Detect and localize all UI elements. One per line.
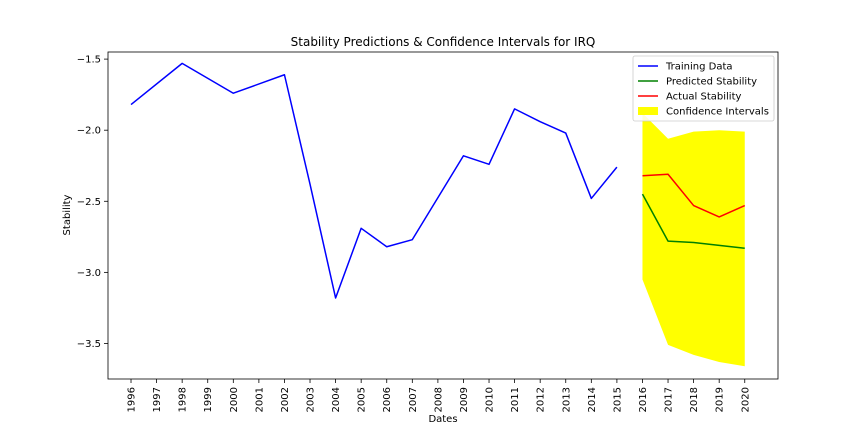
y-tick-label: −2.0 [77,126,101,137]
y-tick-label: −3.0 [77,268,101,279]
x-tick-label: 2002 [280,387,291,412]
y-tick-label: −1.5 [77,55,101,66]
series-line-2 [642,173,746,218]
x-tick-label: 2000 [229,387,240,412]
x-tick-label: 2007 [408,387,419,412]
x-tick-label: 1996 [127,387,138,412]
x-tick-label: 2015 [612,387,623,412]
x-tick-label: 2009 [459,387,470,412]
x-tick-label: 2004 [331,387,342,412]
x-tick-label: 2020 [740,387,751,412]
plot-frame [107,51,779,380]
legend-box [632,55,775,122]
x-tick-label: 2008 [433,387,444,412]
y-tick-label: −3.5 [77,339,101,350]
x-tick-label: 2011 [510,387,521,412]
confidence-interval-area [642,113,745,367]
confidence-interval-band [642,113,745,367]
x-tick-label: 2003 [306,387,317,412]
x-tick-label: 2019 [715,387,726,412]
x-tick-label: 2006 [382,387,393,412]
x-tick-label: 1998 [178,387,189,412]
x-tick-label: 1999 [203,387,214,412]
x-tick-label: 1997 [152,387,163,412]
series-lines [130,62,746,299]
y-axis-title: Stability [62,194,73,235]
legend-label-3: Confidence Intervals [666,107,769,118]
x-tick-label: 2014 [587,387,598,412]
x-tick-label: 2012 [536,387,547,412]
x-tick-label: 2010 [485,387,496,412]
x-tick-label: 2016 [638,387,649,412]
y-tick-label: −2.5 [77,197,101,208]
x-axis-title: Dates [428,414,457,425]
x-tick-label: 2013 [561,387,572,412]
x-tick-label: 2001 [254,387,265,412]
legend-label-1: Predicted Stability [666,77,757,88]
y-axis: −1.5 −2.0 −2.5 −3.0 −3.5 [77,55,108,350]
legend-swatch-3 [638,107,658,115]
x-tick-label: 2017 [664,387,675,412]
x-axis: 1996 1997 1998 1999 2000 2001 2002 2003 2004 2005… [127,379,751,412]
legend-label-2: Actual Stability [666,92,742,103]
series-line-1 [641,193,745,249]
chart-title: Stability Predictions & Confidence Inter… [291,35,596,49]
legend: Training Data Predicted Stability Actual S… [632,55,775,122]
x-tick-label: 2005 [357,387,368,412]
x-tick-label: 2018 [689,387,700,412]
legend-label-0: Training Data [665,62,733,73]
series-line-0 [130,62,618,299]
